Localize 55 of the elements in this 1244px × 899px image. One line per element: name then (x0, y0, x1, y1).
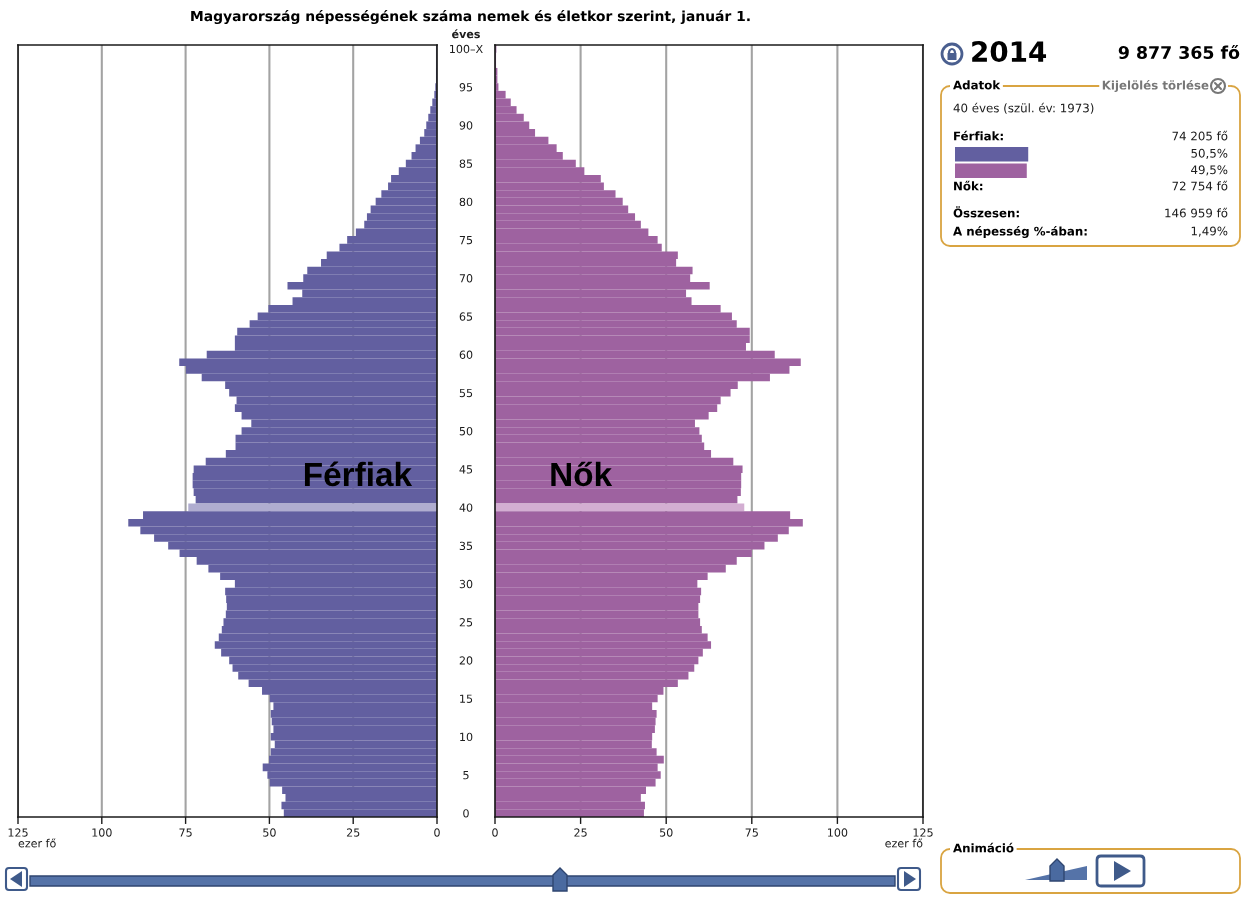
y-tick-label: 30 (459, 579, 473, 589)
text: 74 205 fő (1172, 130, 1228, 141)
x-tick-label: 25 (346, 828, 360, 837)
x-tick-label: 50 (263, 828, 276, 837)
y-tick-label: 35 (459, 541, 473, 551)
text: 40 éves (szül. év: 1973) (953, 102, 1094, 114)
y-tick-label: 20 (459, 656, 473, 665)
text: Nők: (954, 180, 983, 191)
data-label: 49,5% (1191, 165, 1228, 176)
x-tick-label: 75 (179, 828, 192, 837)
y-tick-label: 0 (463, 809, 469, 818)
series-label: Férfiak (304, 461, 413, 487)
x-axis-title: ezer fő (885, 838, 923, 848)
x-tick-label: 75 (745, 828, 758, 837)
text: 2014 (972, 41, 1047, 63)
y-tick-label: 50 (459, 426, 473, 436)
y-tick-label: 80 (459, 197, 473, 207)
data-label: 50,5% (1191, 148, 1228, 159)
text: Férfiak: (954, 130, 1003, 141)
y-tick-label: 15 (460, 694, 473, 703)
y-tick-label: 45 (459, 465, 473, 474)
x-tick-label: 100 (828, 828, 848, 837)
text: 9 877 365 fő (1118, 44, 1240, 60)
text: Magyarország népességének száma nemek és életkor szerint, január 1. (191, 9, 750, 25)
x-tick-label: 125 (8, 828, 28, 837)
y-tick-label: 95 (459, 83, 473, 92)
x-tick-label: 0 (492, 828, 498, 837)
text: Adatok (953, 80, 1001, 90)
y-tick-label: 90 (459, 121, 473, 130)
x-tick-label: 100 (92, 828, 112, 837)
y-tick-label: 75 (459, 236, 473, 245)
y-tick-label: 70 (459, 274, 473, 283)
y-tick-label: 10 (460, 732, 473, 742)
x-tick-label: 25 (574, 828, 587, 837)
text: 1,49% (1191, 226, 1228, 237)
x-tick-label: 0 (434, 828, 440, 837)
x-tick-label: 125 (913, 828, 933, 837)
text: 146 959 fő (1165, 207, 1228, 218)
text: Kijelölés törlése (1102, 80, 1209, 92)
text: A népesség %-ában: (953, 226, 1087, 238)
text: 72 754 fő (1172, 180, 1228, 191)
series-label: Nők (551, 461, 613, 487)
y-tick-label: 55 (459, 388, 473, 398)
x-tick-label: 50 (659, 828, 673, 837)
y-tick-label: 60 (459, 350, 473, 359)
y-tick-label: 25 (459, 618, 473, 627)
text: Animáció (953, 842, 1014, 853)
y-tick-label: 40 (459, 503, 473, 512)
y-tick-label: 5 (463, 771, 469, 780)
y-tick-label: 65 (459, 312, 473, 321)
text: Összesen: (953, 206, 1019, 218)
y-axis-title: éves (452, 29, 480, 39)
x-axis-title: ezer fő (18, 838, 56, 848)
y-tick-label: 100–X (450, 44, 483, 54)
y-tick-label: 85 (459, 159, 473, 168)
